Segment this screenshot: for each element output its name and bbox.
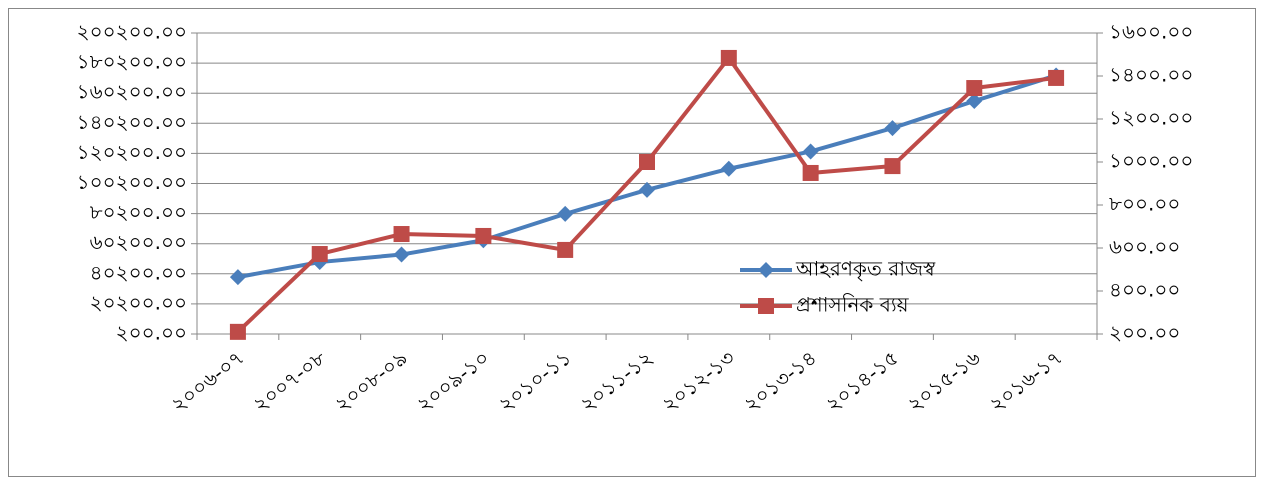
marker (557, 241, 574, 258)
marker (884, 158, 901, 175)
y2-tick-label: ৮০০.০০ (1109, 192, 1180, 216)
marker (802, 164, 819, 181)
y2-tick-label: ১৪০০.০০ (1109, 63, 1193, 87)
y-tick-label: ২০০২০০.০০ (77, 20, 187, 44)
y2-tick-label: ২০০.০০ (1109, 321, 1180, 345)
marker (758, 298, 774, 314)
marker (966, 93, 983, 110)
marker (720, 49, 737, 66)
chart-border (8, 8, 1256, 477)
y2-tick-label: ১২০০.০০ (1109, 106, 1193, 130)
y2-tick-label: ৪০০.০০ (1109, 278, 1180, 302)
marker (393, 246, 410, 263)
y-tick-label: ৮০২০০.০০ (90, 200, 187, 224)
y-tick-label: ১৪০২০০.০০ (77, 110, 187, 134)
y-tick-label: ১০০২০০.০০ (77, 170, 187, 194)
marker (393, 226, 410, 243)
marker (475, 227, 492, 244)
marker (758, 262, 774, 278)
y-tick-label: ৬০২০০.০০ (90, 230, 187, 254)
y2-tick-label: ১৬০০.০০ (1109, 20, 1193, 44)
marker (639, 154, 655, 170)
marker (802, 143, 819, 160)
y-tick-label: ২০০.০০ (116, 321, 187, 345)
legend-label: প্রশাসনিক ব্যয় (796, 293, 910, 317)
marker (720, 160, 737, 177)
marker (966, 80, 983, 97)
y-tick-label: ১৮০২০০.০০ (77, 50, 187, 74)
marker (884, 120, 901, 137)
marker (311, 246, 328, 263)
legend-label: আহরণকৃত রাজস্ব (795, 257, 936, 281)
y2-tick-label: ১০০০.০০ (1109, 149, 1193, 173)
y-tick-label: ৪০২০০.০০ (90, 260, 187, 284)
marker (229, 269, 246, 286)
y2-tick-label: ৬০০.০০ (1109, 235, 1180, 259)
marker (639, 181, 655, 198)
y-tick-label: ২০২০০.০০ (90, 290, 187, 314)
marker (557, 205, 574, 222)
marker (1048, 69, 1065, 86)
y-tick-label: ১৬০২০০.০০ (77, 80, 187, 104)
marker (229, 323, 246, 340)
y-tick-label: ১২০২০০.০০ (77, 140, 187, 164)
